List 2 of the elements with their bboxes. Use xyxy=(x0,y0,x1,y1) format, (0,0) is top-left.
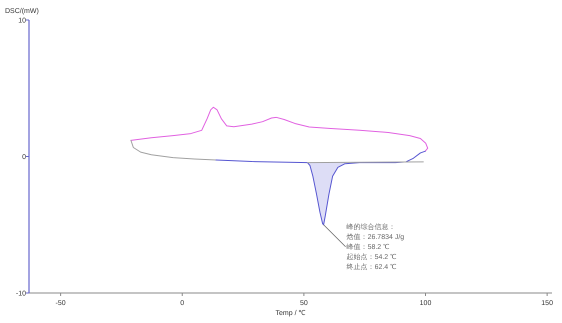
line-series xyxy=(130,106,428,152)
line-series xyxy=(130,140,217,161)
